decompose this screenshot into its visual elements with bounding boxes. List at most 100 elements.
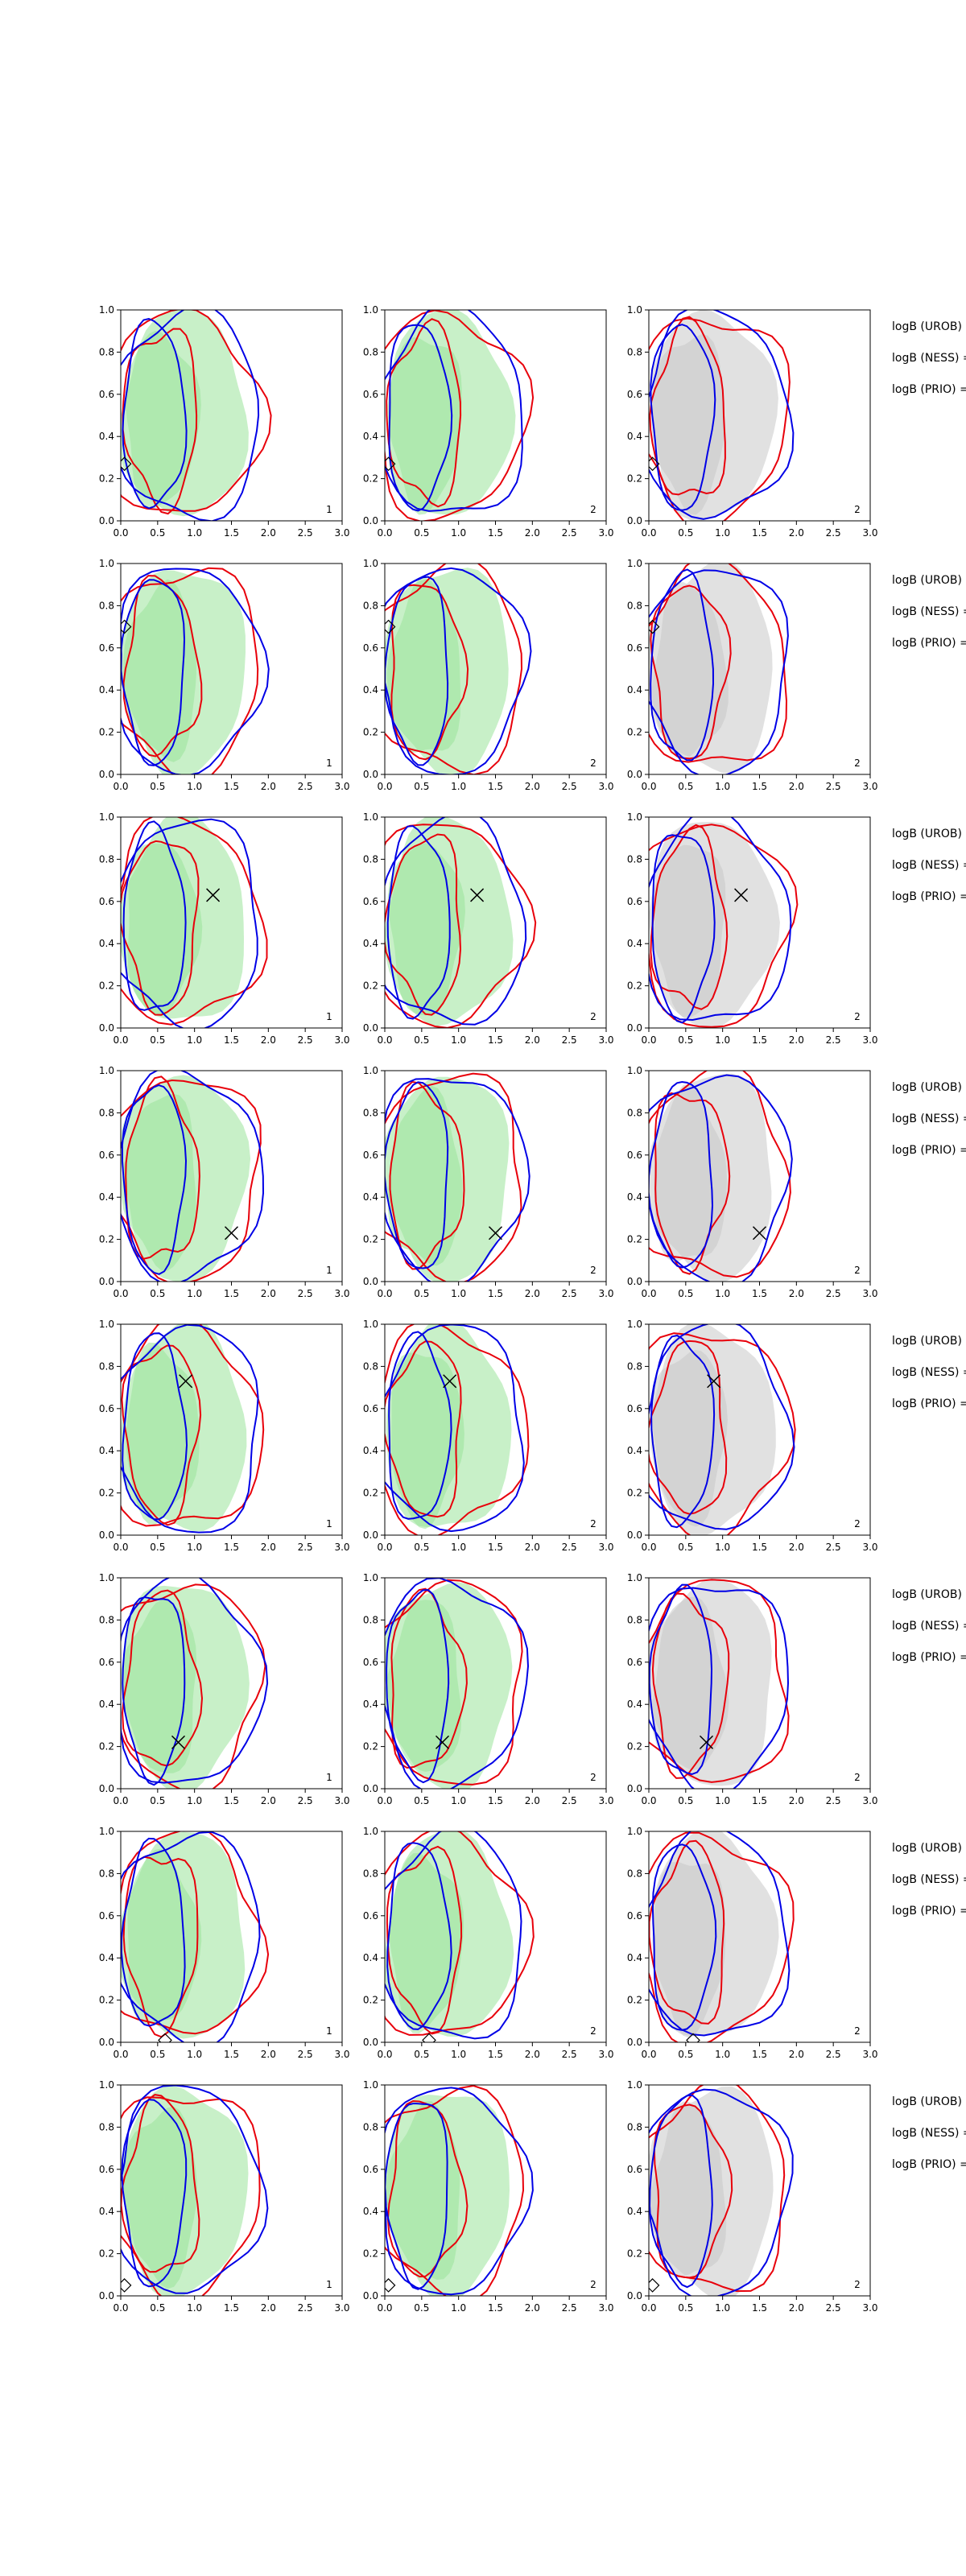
y-tick-label: 0.4 <box>627 431 642 442</box>
blue-contour-inner <box>651 834 716 1024</box>
y-tick-label: 1.0 <box>99 1826 114 1837</box>
side-label-1: logB (UROB) = <box>892 2095 966 2108</box>
x-tick-label: 0.5 <box>414 2049 429 2060</box>
panel-r5-c1: 0.0 0.5 1.0 1.5 2.0 2.5 3.0 0.0 0.2 0.4 0.6 0.8 1.0 1 <box>99 1319 350 1553</box>
panel-r3-c1: 0.0 0.5 1.0 1.5 2.0 2.5 3.0 0.0 0.2 0.4 0.6 0.8 1.0 1 <box>99 811 350 1046</box>
x-tick-label: 1.0 <box>187 1542 202 1553</box>
truth-marker <box>121 619 132 634</box>
x-tick-label: 2.5 <box>826 1542 841 1553</box>
x-tick-label: 1.0 <box>715 1288 730 1299</box>
side-label-1: logB (UROB) = <box>892 828 966 840</box>
panel-number: 1 <box>326 1265 332 1276</box>
panel-r6-c2: 0.0 0.5 1.0 1.5 2.0 2.5 3.0 0.0 0.2 0.4 0.6 0.8 1.0 2 <box>363 1572 614 1806</box>
y-tick-label: 0.4 <box>99 1699 114 1710</box>
red-contour-outer <box>385 310 535 521</box>
x-tick-label: 2.0 <box>789 1542 804 1553</box>
x-tick-label: 3.0 <box>862 1795 877 1806</box>
panel-r3-c2: 0.0 0.5 1.0 1.5 2.0 2.5 3.0 0.0 0.2 0.4 0.6 0.8 1.0 2 <box>363 811 614 1046</box>
blue-contour-inner <box>122 317 188 510</box>
y-tick-label: 0.2 <box>627 473 642 485</box>
side-label-2: logB (NESS) = <box>892 2127 966 2140</box>
panel-number: 1 <box>326 1518 332 1530</box>
y-tick-label: 0.8 <box>363 1360 378 1372</box>
density-fill-inner <box>651 1349 728 1527</box>
x-tick-label: 0.0 <box>641 1034 656 1046</box>
x-tick-label: 3.0 <box>598 2049 613 2060</box>
red-contour-outer <box>649 1332 796 1535</box>
x-tick-label: 2.5 <box>298 527 313 539</box>
density-fill-inner <box>123 2106 197 2289</box>
blue-contour-outer <box>385 1078 530 1282</box>
panel-r5-c3: 0.0 0.5 1.0 1.5 2.0 2.5 3.0 0.0 0.2 0.4 0.6 0.8 1.0 2 <box>627 1319 878 1553</box>
x-tick-label: 3.0 <box>598 1034 613 1046</box>
x-tick-label: 0.5 <box>150 1034 165 1046</box>
y-tick-label: 0.6 <box>363 389 378 400</box>
y-tick-label: 0.2 <box>627 1741 642 1752</box>
x-tick-label: 1.0 <box>451 1795 466 1806</box>
side-label-2: logB (NESS) = <box>892 1113 966 1125</box>
blue-contour-inner <box>386 825 451 1020</box>
x-tick-label: 0.5 <box>150 527 165 539</box>
x-tick-label: 1.5 <box>752 1542 767 1553</box>
y-tick-label: 0.8 <box>363 1868 378 1879</box>
y-tick-label: 1.0 <box>99 2079 114 2091</box>
x-tick-label: 2.0 <box>525 1288 540 1299</box>
red-contour-outer <box>385 2085 525 2296</box>
truth-marker <box>385 2278 396 2293</box>
blue-contour-inner <box>121 1084 188 1275</box>
y-tick-label: 0.2 <box>99 1488 114 1499</box>
y-tick-label: 0.6 <box>363 1657 378 1668</box>
red-contour-outer <box>385 1579 523 1785</box>
y-tick-label: 0.0 <box>363 1022 378 1034</box>
y-tick-label: 0.6 <box>627 1657 642 1668</box>
x-tick-label: 1.5 <box>488 1795 503 1806</box>
y-tick-label: 0.4 <box>363 1191 378 1203</box>
panel-r4-c2: 0.0 0.5 1.0 1.5 2.0 2.5 3.0 0.0 0.2 0.4 0.6 0.8 1.0 2 <box>363 1065 614 1299</box>
blue-contour-inner <box>385 1081 449 1269</box>
x-tick-label: 2.5 <box>562 1034 577 1046</box>
panel-number: 2 <box>590 758 597 769</box>
red-contour-inner <box>385 1340 462 1518</box>
y-tick-label: 0.4 <box>99 1191 114 1203</box>
x-tick-label: 3.0 <box>598 527 613 539</box>
x-tick-label: 3.0 <box>862 1034 877 1046</box>
side-label-3: logB (PRIO) = <box>892 637 966 650</box>
x-tick-label: 1.5 <box>488 1288 503 1299</box>
y-tick-label: 0.0 <box>627 2037 642 2048</box>
y-tick-label: 0.8 <box>627 1360 642 1372</box>
x-tick-label: 0.5 <box>678 1542 693 1553</box>
side-label-1: logB (UROB) = <box>892 574 966 587</box>
x-tick-label: 3.0 <box>334 1542 349 1553</box>
x-tick-label: 2.0 <box>789 1795 804 1806</box>
x-tick-label: 0.0 <box>113 1542 128 1553</box>
x-tick-label: 2.5 <box>562 2302 577 2314</box>
x-tick-label: 1.5 <box>224 2302 239 2314</box>
x-tick-label: 1.5 <box>752 781 767 792</box>
blue-contour-outer <box>649 1324 795 1530</box>
truth-marker <box>158 2033 172 2042</box>
panel-r2-c3: 0.0 0.5 1.0 1.5 2.0 2.5 3.0 0.0 0.2 0.4 0.6 0.8 1.0 2 <box>627 558 878 792</box>
y-tick-label: 0.4 <box>627 1952 642 1963</box>
y-tick-label: 1.0 <box>363 1319 378 1330</box>
x-tick-label: 0.0 <box>377 1034 392 1046</box>
y-tick-label: 0.0 <box>363 515 378 526</box>
truth-marker <box>171 1735 186 1749</box>
side-label-1: logB (UROB) = <box>892 1588 966 1601</box>
x-tick-label: 0.5 <box>678 2302 693 2314</box>
y-tick-label: 0.8 <box>99 1360 114 1372</box>
x-tick-label: 1.0 <box>451 2302 466 2314</box>
red-contour-outer <box>121 1831 270 2035</box>
red-contour-inner <box>122 1856 199 2038</box>
panel-number: 2 <box>590 504 597 515</box>
panel-number: 2 <box>854 1518 861 1530</box>
x-tick-label: 2.5 <box>298 2049 313 2060</box>
x-tick-label: 0.5 <box>150 781 165 792</box>
blue-contour-inner <box>121 2099 188 2288</box>
x-tick-label: 1.0 <box>715 2049 730 2060</box>
panel-number: 2 <box>854 1265 861 1276</box>
panel-number: 2 <box>590 1518 597 1530</box>
x-tick-label: 0.0 <box>641 1288 656 1299</box>
y-tick-label: 0.4 <box>99 431 114 442</box>
panel-r6-c3: 0.0 0.5 1.0 1.5 2.0 2.5 3.0 0.0 0.2 0.4 0.6 0.8 1.0 2 <box>627 1572 878 1806</box>
x-tick-label: 0.0 <box>641 2302 656 2314</box>
